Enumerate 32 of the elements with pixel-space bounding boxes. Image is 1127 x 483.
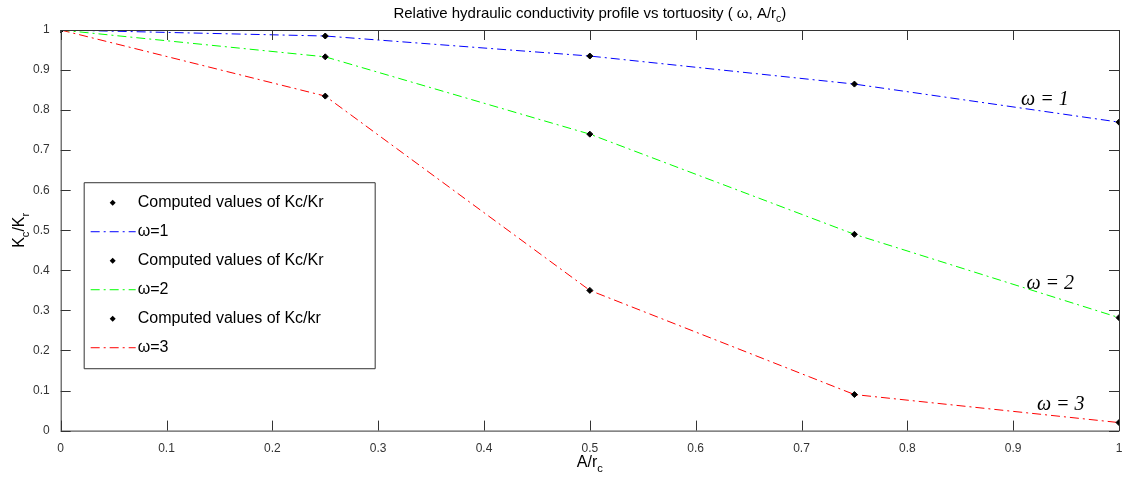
- legend-label: ω=3: [137, 338, 169, 356]
- y-tick-label: 0.9: [32, 62, 50, 77]
- x-tick-label: 0: [57, 441, 65, 456]
- x-tick-label: 0.4: [475, 441, 493, 456]
- x-tick-label: 0.7: [793, 441, 811, 456]
- x-tick-label: 0.9: [1004, 441, 1022, 456]
- y-tick-label: 0.2: [32, 342, 50, 357]
- y-tick-label: 1: [42, 22, 50, 37]
- annotation: ω = 3: [1036, 391, 1085, 414]
- y-axis-title: Kc/Kr: [10, 212, 31, 248]
- y-tick-label: 0: [42, 422, 50, 437]
- y-tick-label: 0.3: [32, 302, 50, 317]
- x-tick-label: 0.5: [581, 441, 599, 456]
- annotation: ω = 1: [1021, 86, 1069, 109]
- x-tick-label: 0.6: [687, 441, 705, 456]
- legend-label: ω=1: [137, 222, 169, 240]
- y-tick-label: 0.8: [32, 102, 50, 117]
- x-tick-label: 0.1: [158, 441, 176, 456]
- x-tick-label: 1: [1115, 441, 1123, 456]
- y-tick-label: 0.7: [32, 142, 50, 157]
- legend-label: Computed values of Kc/Kr: [137, 251, 325, 269]
- y-tick-label: 0.6: [32, 182, 50, 197]
- x-tick-label: 0.8: [898, 441, 916, 456]
- legend-label: Computed values of Kc/kr: [137, 309, 322, 327]
- x-tick-label: 0.2: [264, 441, 282, 456]
- x-tick-label: 0.3: [369, 441, 387, 456]
- legend-label: ω=2: [137, 280, 169, 298]
- y-tick-label: 0.4: [32, 262, 50, 277]
- legend-label: Computed values of Kc/Kr: [137, 193, 325, 211]
- annotation: ω = 2: [1026, 271, 1075, 294]
- y-tick-label: 0.1: [32, 382, 50, 397]
- y-tick-label: 0.5: [32, 222, 50, 237]
